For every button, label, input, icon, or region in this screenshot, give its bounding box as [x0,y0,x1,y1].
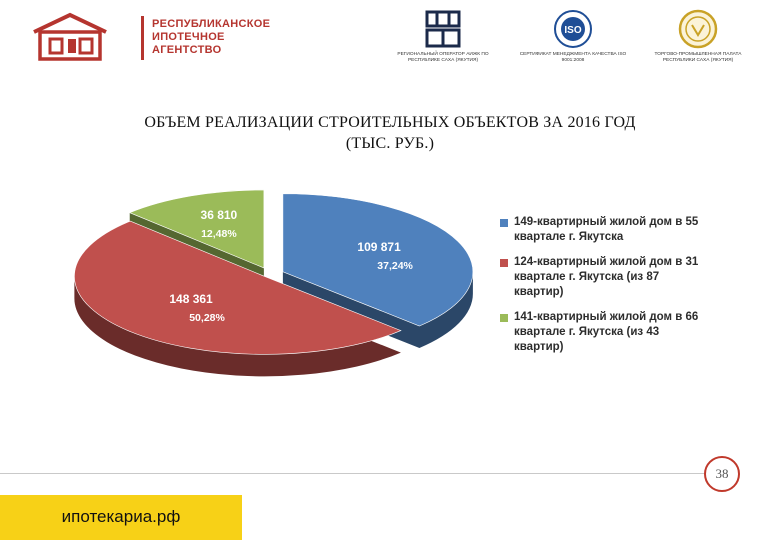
pie-slice [282,193,474,327]
pie-slice [128,189,265,269]
partner-caption: СЕРТИФИКАТ МЕНЕДЖМЕНТА КАЧЕСТВА ISO 9001… [519,52,627,63]
legend-swatch [500,219,508,227]
agency-name-line: АГЕНТСТВО [152,44,222,56]
site-link[interactable]: ипотекариа.рф [61,507,181,526]
legend-item: 149-квартирный жилой дом в 55 квартале г… [500,215,700,245]
iso-certificate-seal-icon: ISO [554,10,592,48]
slice-value-label: 36 810 [201,208,238,222]
slice-percent-label: 50,28% [189,312,225,324]
slice-percent-label: 12,48% [201,228,237,240]
page-number: 38 [704,456,740,492]
partner-iso: ISO СЕРТИФИКАТ МЕНЕДЖМЕНТА КАЧЕСТВА ISO … [513,8,633,64]
house-logo-icon [33,12,107,61]
slice-percent-label: 37,24% [377,260,413,272]
title-line: ОБЪЕМ РЕАЛИЗАЦИИ СТРОИТЕЛЬНЫХ ОБЪЕКТОВ З… [144,114,636,131]
legend-item: 141-квартирный жилой дом в 66 квартале г… [500,310,700,355]
agency-name-line: РЕСПУБЛИКАНСКОЕ [152,18,271,30]
slide-title: ОБЪЕМ РЕАЛИЗАЦИИ СТРОИТЕЛЬНЫХ ОБЪЕКТОВ З… [20,112,760,154]
footer-divider [0,473,704,474]
pie-slice-side [74,221,401,377]
slice-value-label: 148 361 [169,292,213,306]
logo-divider [141,16,144,60]
agency-logo: РЕСПУБЛИКАНСКОЕ ИПОТЕЧНОЕ АГЕНТСТВО [30,12,270,62]
site-badge[interactable]: ипотекариа.рф [0,495,242,540]
partner-caption: РЕГИОНАЛЬНЫЙ ОПЕРАТОР АИЖК ПО РЕСПУБЛИКЕ… [397,52,489,63]
partner-dom-rf: РЕГИОНАЛЬНЫЙ ОПЕРАТОР АИЖК ПО РЕСПУБЛИКЕ… [383,8,503,64]
slice-value-label: 109 871 [357,240,401,254]
legend-label: 141-квартирный жилой дом в 66 квартале г… [514,311,699,353]
dom-rf-logo-icon [425,10,461,48]
legend-swatch [500,259,508,267]
partner-chamber: ТОРГОВО-ПРОМЫШЛЕННАЯ ПАЛАТА РЕСПУБЛИКИ С… [638,8,758,64]
legend-label: 124-квартирный жилой дом в 31 квартале г… [514,256,699,298]
title-line: (ТЫС. РУБ.) [345,135,435,152]
pie-chart: 109 871 37,24% 148 361 50,28% 36 810 12,48% [74,189,474,377]
legend-label: 149-квартирный жилой дом в 55 квартале г… [514,216,699,243]
legend-item: 124-квартирный жилой дом в 31 квартале г… [500,255,700,300]
agency-name-line: ИПОТЕЧНОЕ [152,31,225,43]
legend-swatch [500,314,508,322]
chamber-of-commerce-seal-icon [678,9,718,49]
partner-caption: ТОРГОВО-ПРОМЫШЛЕННАЯ ПАЛАТА РЕСПУБЛИКИ С… [654,52,742,63]
agency-name: РЕСПУБЛИКАНСКОЕ ИПОТЕЧНОЕ АГЕНТСТВО [152,18,270,57]
chart-legend: 149-квартирный жилой дом в 55 квартале г… [500,215,700,365]
pie-slice [74,220,402,355]
svg-text:ISO: ISO [564,25,581,36]
